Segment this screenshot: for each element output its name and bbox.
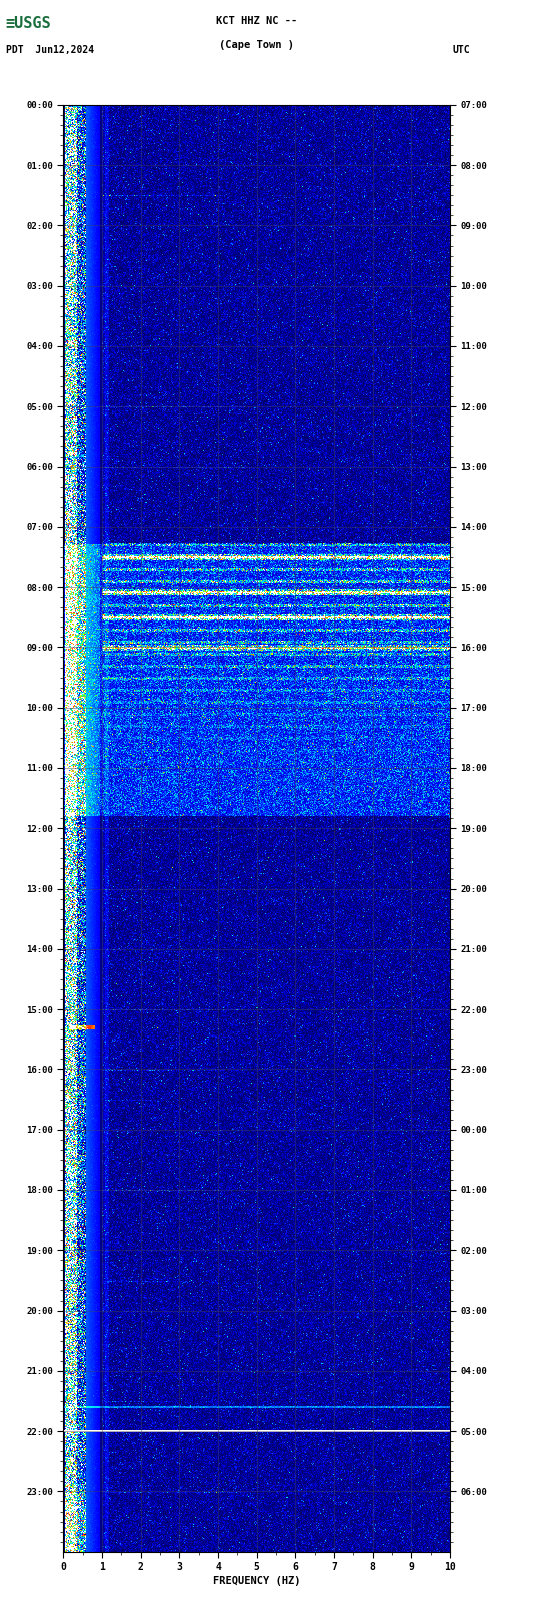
Text: PDT  Jun12,2024: PDT Jun12,2024 (6, 45, 94, 55)
X-axis label: FREQUENCY (HZ): FREQUENCY (HZ) (213, 1576, 300, 1586)
Text: (Cape Town ): (Cape Town ) (219, 40, 294, 50)
Text: ≡USGS: ≡USGS (6, 16, 51, 31)
Text: UTC: UTC (453, 45, 470, 55)
Text: KCT HHZ NC --: KCT HHZ NC -- (216, 16, 298, 26)
